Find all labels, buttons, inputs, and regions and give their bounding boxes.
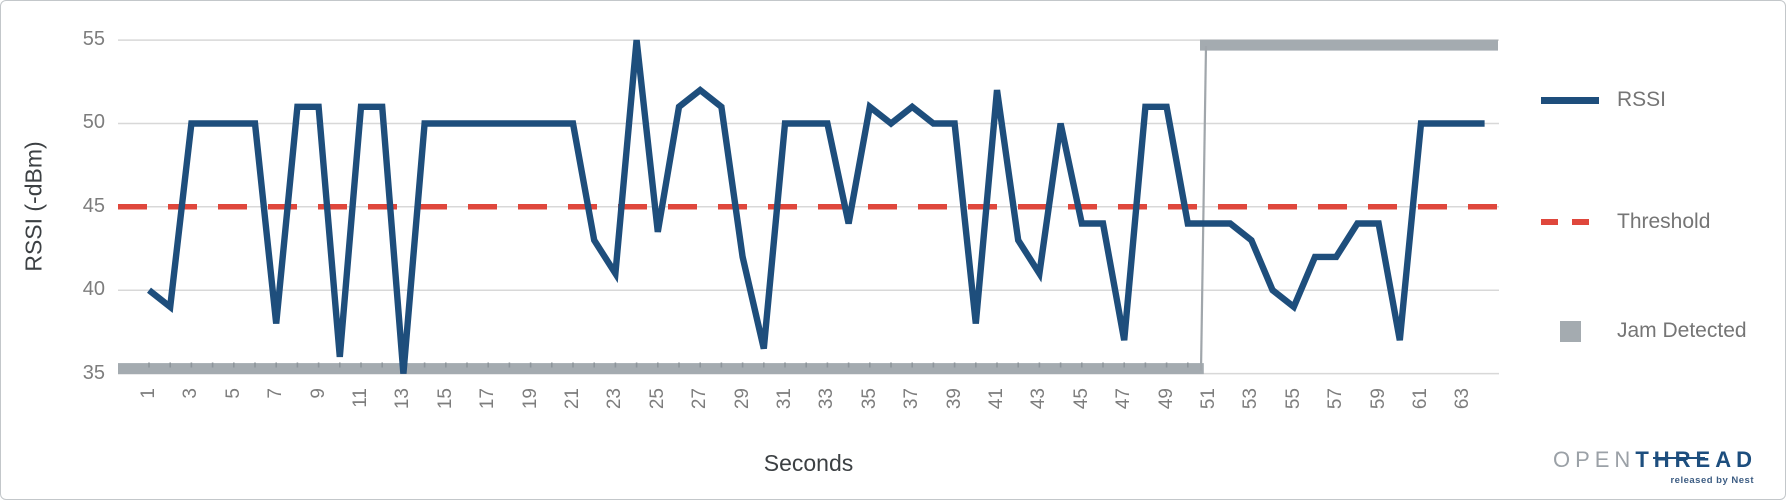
x-tick-label: 21 — [562, 388, 583, 410]
logo-open-text: OPEN — [1552, 447, 1636, 472]
x-tick-label: 49 — [1155, 388, 1177, 410]
jam-square-swatch-icon — [1541, 320, 1599, 342]
x-tick-label: 45 — [1070, 388, 1092, 410]
x-axis-title: Seconds — [763, 450, 854, 476]
y-tick-label: 35 — [82, 361, 105, 384]
x-tick-label: 15 — [434, 388, 456, 410]
x-tick-label: 31 — [774, 388, 795, 410]
x-tick-label: 17 — [477, 388, 499, 410]
x-tick-label: 23 — [604, 388, 626, 410]
x-tick-label: 43 — [1028, 388, 1050, 410]
x-tick-label: 35 — [858, 388, 880, 410]
legend-item-jam-detected: Jam Detected — [1541, 318, 1747, 344]
x-tick-label: 59 — [1367, 388, 1389, 410]
x-tick-label: 1 — [138, 388, 159, 399]
x-tick-label: 3 — [180, 388, 202, 399]
y-tick-label: 50 — [82, 111, 105, 134]
logo-thread-text: THREAD — [1635, 447, 1757, 472]
x-tick-label: 19 — [519, 388, 541, 410]
x-tick-label: 55 — [1282, 388, 1304, 410]
x-tick-label: 25 — [646, 388, 668, 410]
legend-label-rssi: RSSI — [1617, 88, 1667, 111]
y-axis-title: RSSI (-dBm) — [20, 141, 47, 272]
legend-label-threshold: Threshold — [1617, 210, 1711, 233]
y-tick-label: 40 — [82, 278, 105, 301]
x-tick-label: 61 — [1410, 388, 1431, 410]
x-tick-label: 11 — [350, 388, 371, 408]
x-tick-label: 63 — [1452, 388, 1474, 410]
x-tick-label: 33 — [816, 388, 838, 410]
x-tick-label: 57 — [1325, 388, 1347, 410]
y-tick-label: 55 — [82, 28, 105, 51]
x-tick-label: 41 — [986, 388, 1007, 410]
legend-item-threshold: Threshold — [1541, 209, 1710, 235]
x-tick-label: 9 — [307, 388, 329, 399]
x-tick-label: 51 — [1198, 388, 1219, 410]
threshold-dash-swatch-icon — [1541, 218, 1599, 226]
x-tick-label: 53 — [1240, 388, 1262, 410]
x-tick-label: 47 — [1113, 388, 1135, 410]
x-tick-label: 29 — [731, 388, 753, 410]
x-tick-label: 37 — [901, 388, 923, 410]
x-tick-label: 5 — [222, 388, 244, 399]
x-tick-label: 27 — [689, 388, 711, 410]
logo-tagline: released by Nest — [1670, 475, 1754, 486]
x-tick-label: 13 — [392, 388, 414, 410]
openthread-logo: OPENTHREAD released by Nest — [1553, 447, 1757, 486]
y-tick-label: 45 — [82, 194, 105, 217]
x-tick-label: 7 — [265, 388, 287, 399]
logo-crossbar — [1653, 456, 1706, 459]
rssi-line-swatch-icon — [1541, 96, 1599, 104]
legend-label-jam-detected: Jam Detected — [1617, 319, 1747, 342]
legend-item-rssi: RSSI — [1541, 87, 1666, 113]
openthread-wordmark: OPENTHREAD — [1553, 447, 1757, 473]
x-tick-label: 39 — [943, 388, 965, 410]
